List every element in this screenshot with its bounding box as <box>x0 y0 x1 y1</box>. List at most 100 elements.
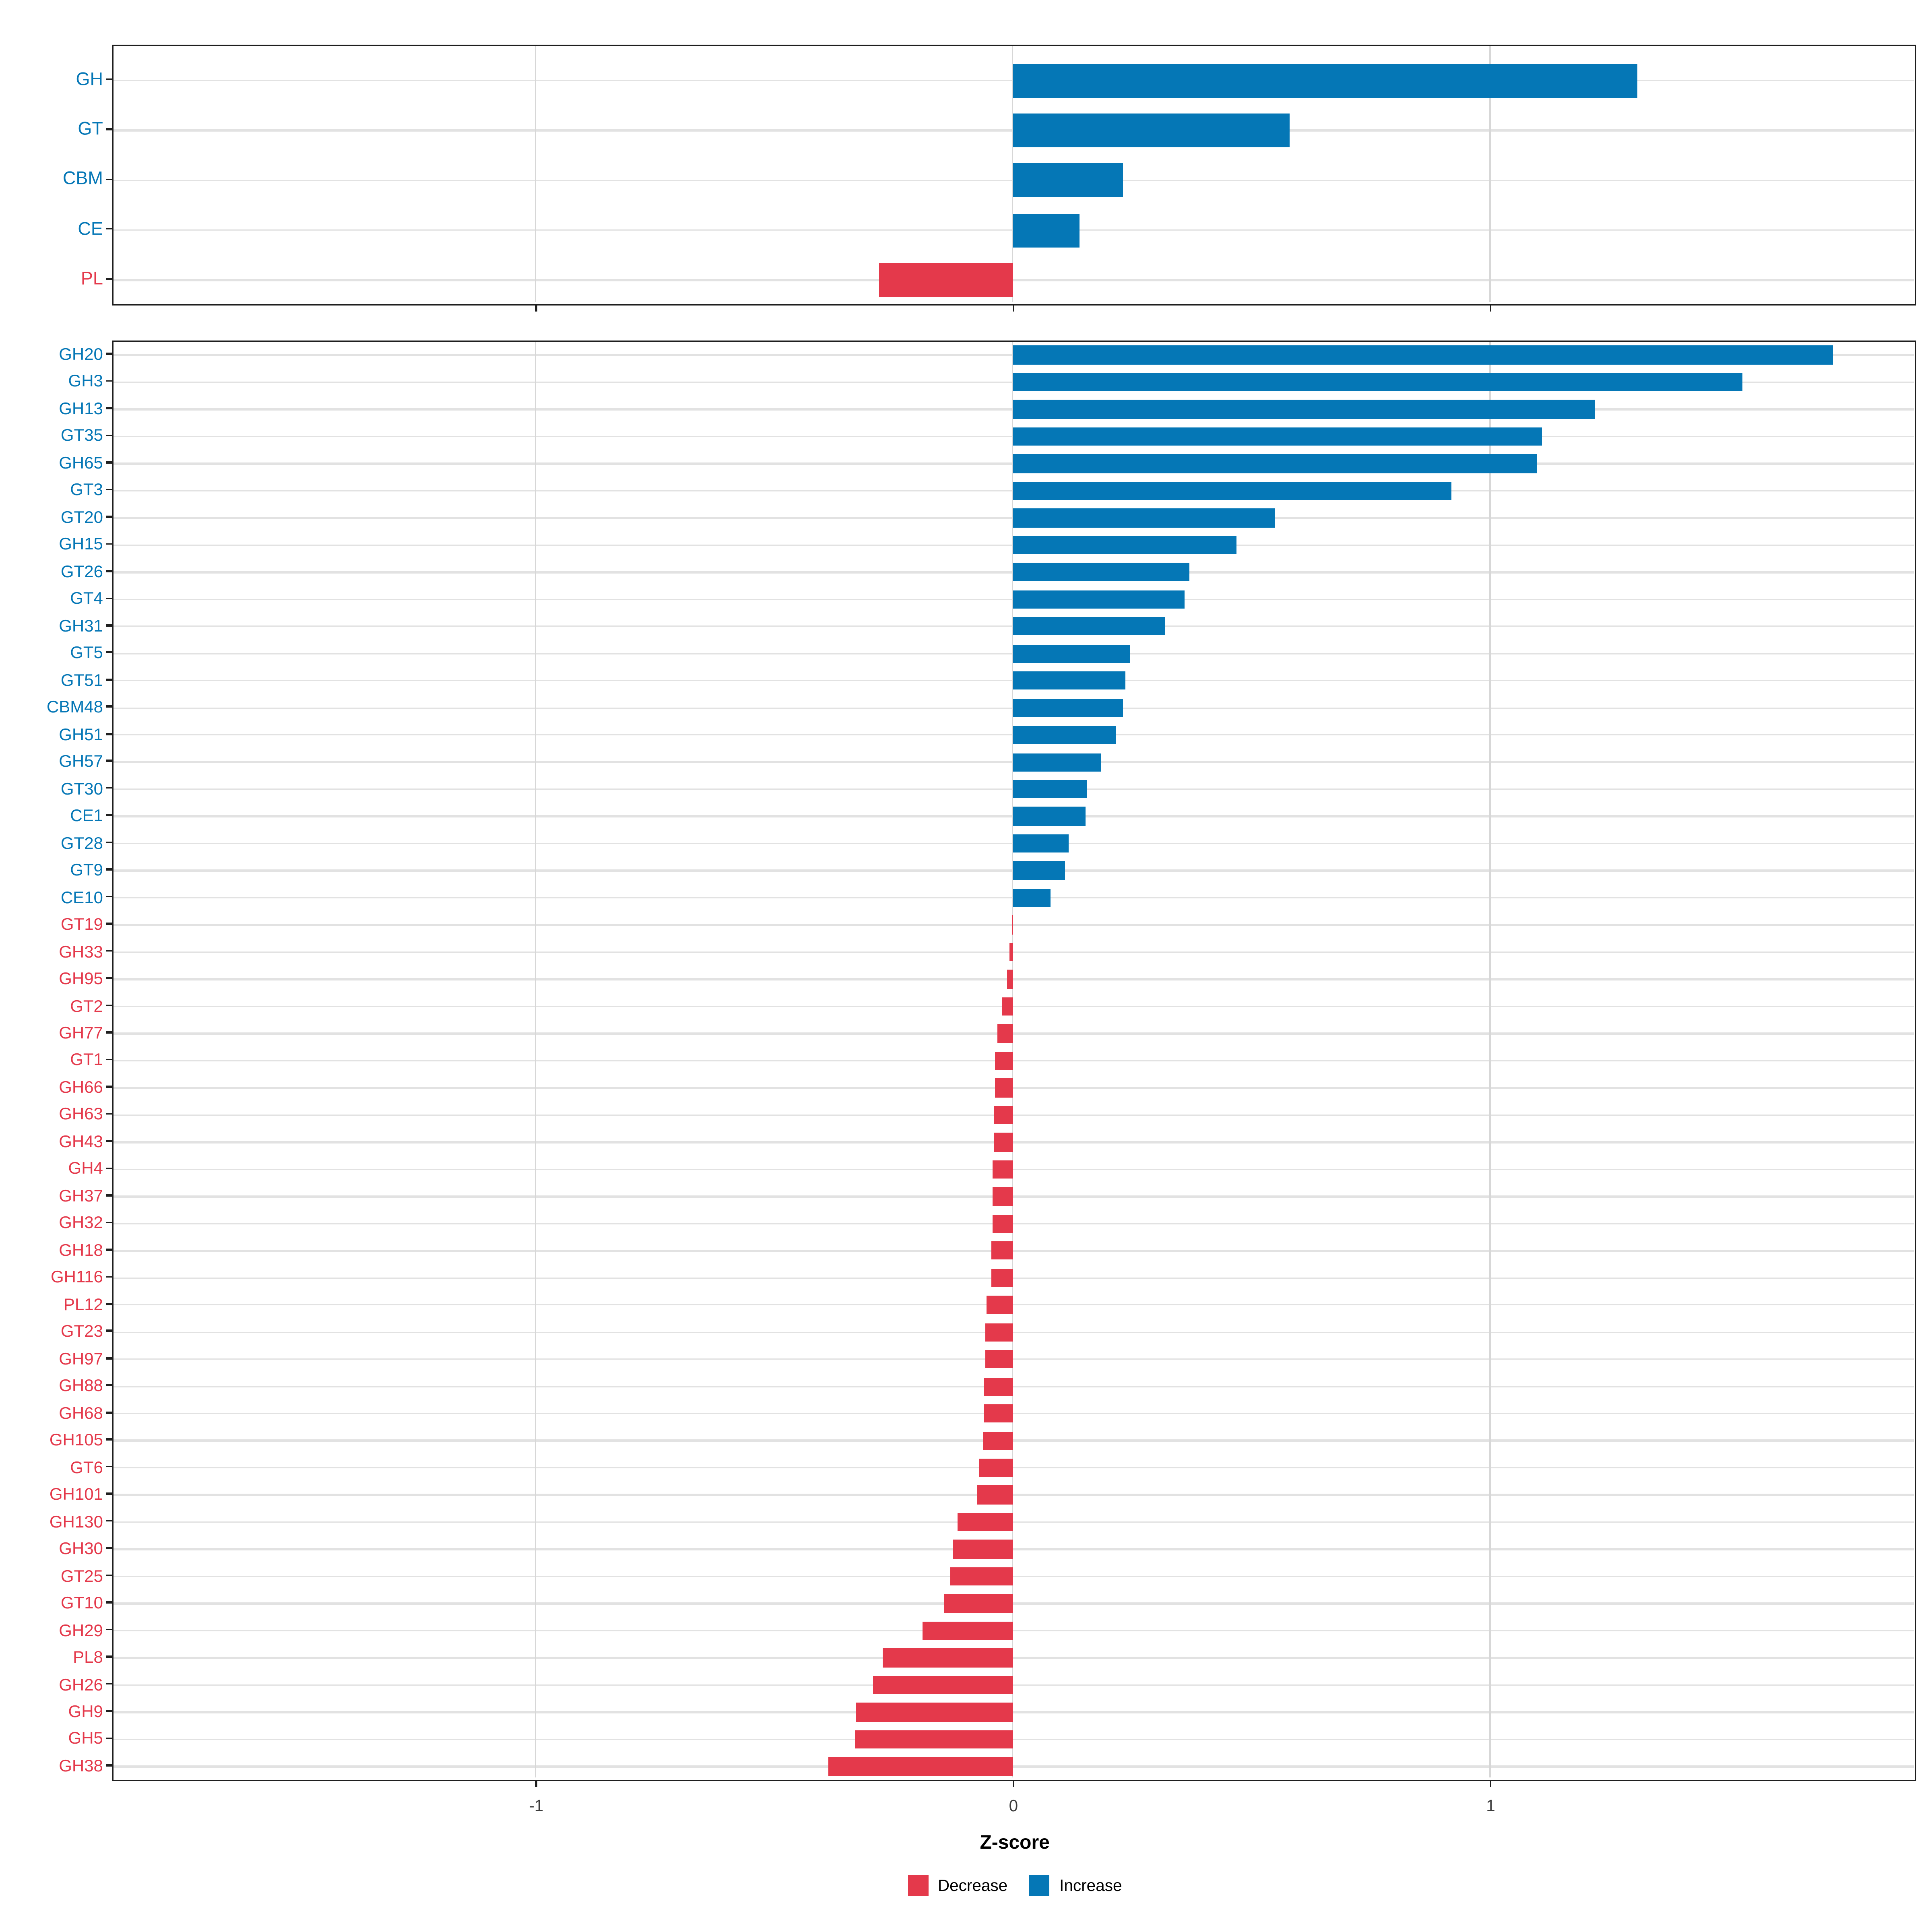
y-tick <box>106 228 113 230</box>
bar-GH116 <box>991 1268 1013 1287</box>
bar-GT9 <box>1013 861 1065 880</box>
y-axis-label-GH9: GH9 <box>68 1701 103 1721</box>
h-gridline <box>114 1385 1914 1387</box>
y-tick <box>106 1655 113 1658</box>
y-axis-label-GH95: GH95 <box>59 968 103 988</box>
bar-GH105 <box>983 1431 1013 1450</box>
bar-GH29 <box>922 1621 1013 1640</box>
bar-GH26 <box>873 1676 1013 1695</box>
y-tick <box>106 624 113 626</box>
y-tick <box>106 678 113 681</box>
bar-GH20 <box>1013 345 1834 364</box>
x-tick <box>1012 305 1015 312</box>
y-axis-label-GT51: GT51 <box>60 670 103 689</box>
y-tick <box>106 1520 113 1522</box>
y-axis-label-GT25: GT25 <box>60 1565 103 1585</box>
y-tick <box>106 1493 113 1495</box>
y-axis-label-GH: GH <box>76 69 103 90</box>
y-axis-label-GH77: GH77 <box>59 1023 103 1042</box>
bar-GH18 <box>991 1241 1013 1260</box>
y-axis-label-GH4: GH4 <box>68 1158 103 1178</box>
y-axis-label-GT2: GT2 <box>70 995 103 1015</box>
y-tick <box>106 651 113 654</box>
h-gridline <box>114 1060 1914 1062</box>
y-axis-label-GH33: GH33 <box>59 941 103 961</box>
y-tick <box>106 1004 113 1006</box>
y-axis-label-GH13: GH13 <box>59 398 103 418</box>
y-tick <box>106 950 113 952</box>
y-axis-label-GT23: GT23 <box>60 1321 103 1341</box>
y-tick <box>106 1303 113 1305</box>
bar-GH37 <box>993 1187 1013 1206</box>
increase-swatch <box>1029 1874 1050 1895</box>
bar-GT1 <box>995 1051 1013 1070</box>
y-tick <box>106 1683 113 1685</box>
y-axis-label-GH32: GH32 <box>59 1213 103 1232</box>
y-axis-label-GH57: GH57 <box>59 751 103 771</box>
y-axis-label-GH31: GH31 <box>59 615 103 635</box>
bar-GH63 <box>994 1106 1013 1125</box>
h-gridline <box>114 1765 1914 1767</box>
bar-GT26 <box>1013 563 1189 582</box>
y-axis-label-PL: PL <box>80 268 103 289</box>
y-axis-label-GH105: GH105 <box>49 1430 103 1449</box>
y-tick <box>106 1737 113 1739</box>
family-detail-panel <box>112 340 1917 1781</box>
bar-GT19 <box>1011 916 1013 935</box>
bar-GT3 <box>1013 481 1452 500</box>
y-axis-label-GH66: GH66 <box>59 1077 103 1096</box>
bar-GH3 <box>1013 373 1743 392</box>
y-axis-label-GH65: GH65 <box>59 452 103 472</box>
h-gridline <box>114 1521 1914 1523</box>
x-axis-title: Z-score <box>980 1833 1050 1854</box>
x-tick <box>535 305 537 312</box>
bar-GH101 <box>977 1486 1013 1505</box>
bar-CBM48 <box>1013 698 1123 717</box>
bar-GT6 <box>979 1459 1013 1477</box>
y-axis-label-GH97: GH97 <box>59 1348 103 1368</box>
y-tick <box>106 1439 113 1441</box>
h-gridline <box>114 1575 1914 1577</box>
y-tick <box>106 1031 113 1034</box>
bar-GT23 <box>985 1323 1013 1342</box>
x-tick <box>1012 1781 1015 1788</box>
bar-GH33 <box>1009 943 1013 962</box>
y-axis-label-CBM: CBM <box>62 169 103 190</box>
h-gridline <box>114 1304 1914 1306</box>
h-gridline <box>114 1494 1914 1496</box>
bar-CBM <box>1013 163 1123 198</box>
y-tick <box>106 178 113 180</box>
y-axis-label-GT4: GT4 <box>70 588 103 608</box>
y-axis-label-GT19: GT19 <box>60 914 103 934</box>
bar-GH38 <box>828 1757 1013 1776</box>
y-axis-label-GH38: GH38 <box>59 1755 103 1775</box>
bar-GH32 <box>992 1214 1013 1233</box>
y-axis-label-GH30: GH30 <box>59 1538 103 1558</box>
y-tick <box>106 434 113 436</box>
y-tick <box>106 407 113 409</box>
y-tick <box>106 1357 113 1359</box>
y-tick <box>106 488 113 491</box>
bar-GT4 <box>1013 590 1185 609</box>
y-tick <box>106 570 113 572</box>
y-axis-label-GH130: GH130 <box>49 1511 103 1531</box>
y-tick <box>106 543 113 545</box>
legend-label-increase: Increase <box>1059 1876 1122 1894</box>
h-gridline <box>114 1684 1914 1686</box>
h-gridline <box>114 1413 1914 1415</box>
y-tick <box>106 1601 113 1604</box>
h-gridline <box>114 1603 1914 1605</box>
x-tick <box>1490 305 1492 312</box>
bar-GH51 <box>1013 726 1115 745</box>
y-axis-label-GH116: GH116 <box>50 1267 103 1286</box>
y-axis-label-GT30: GT30 <box>60 778 103 798</box>
y-axis-label-GH20: GH20 <box>59 344 103 363</box>
bar-CE <box>1013 213 1080 248</box>
h-gridline <box>114 279 1914 281</box>
h-gridline <box>114 1195 1914 1197</box>
h-gridline <box>114 1250 1914 1252</box>
y-axis-label-GT6: GT6 <box>70 1457 103 1477</box>
y-tick <box>106 1113 113 1115</box>
y-tick <box>106 706 113 708</box>
